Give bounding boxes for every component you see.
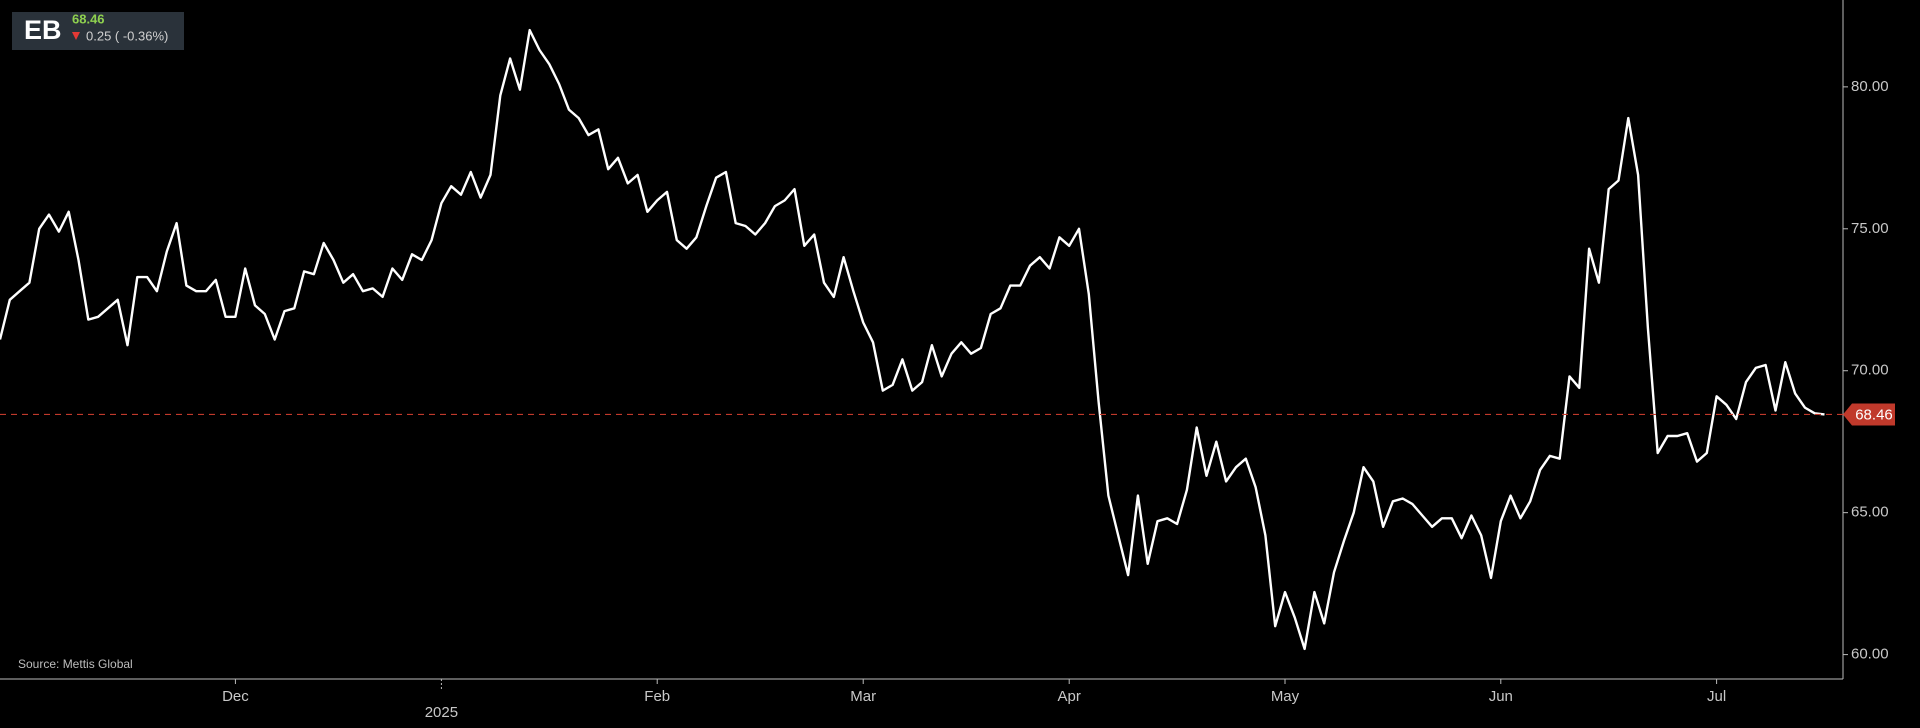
x-tick-label: Dec bbox=[222, 688, 249, 705]
y-tick-label: 70.00 bbox=[1851, 362, 1889, 379]
y-tick-label: 65.00 bbox=[1851, 504, 1889, 521]
y-tick-label: 60.00 bbox=[1851, 646, 1889, 663]
last-price-label: 68.46 bbox=[1855, 406, 1893, 423]
source: Source: Mettis Global bbox=[18, 657, 133, 671]
x-tick-label: Jul bbox=[1707, 688, 1726, 705]
ticker-box: EB 68.46 0.25 ( -0.36%) bbox=[12, 11, 184, 50]
x-tick-label: Jun bbox=[1489, 688, 1513, 705]
down-arrow bbox=[72, 32, 80, 40]
plot-area: 60.00 65.00 70.00 75.00 80.00 Dec 2025 Feb Mar Ap… bbox=[0, 0, 1895, 721]
y-tick-label: 75.00 bbox=[1851, 220, 1889, 237]
last-price-tag bbox=[1843, 403, 1895, 426]
y-tick-label: 80.00 bbox=[1851, 78, 1889, 95]
header-change: 0.25 ( -0.36%) bbox=[86, 28, 168, 43]
header-price: 68.46 bbox=[72, 11, 105, 26]
x-tick-label: Feb bbox=[644, 688, 670, 705]
x-tick-label: Mar bbox=[850, 688, 876, 705]
x-tick-label: 2025 bbox=[425, 704, 458, 721]
ticker-box-bg bbox=[12, 12, 184, 50]
price-line bbox=[0, 28, 1825, 651]
x-tick-label: May bbox=[1271, 688, 1300, 705]
ticker: EB bbox=[24, 15, 62, 45]
x-tick-label: Apr bbox=[1058, 688, 1081, 705]
